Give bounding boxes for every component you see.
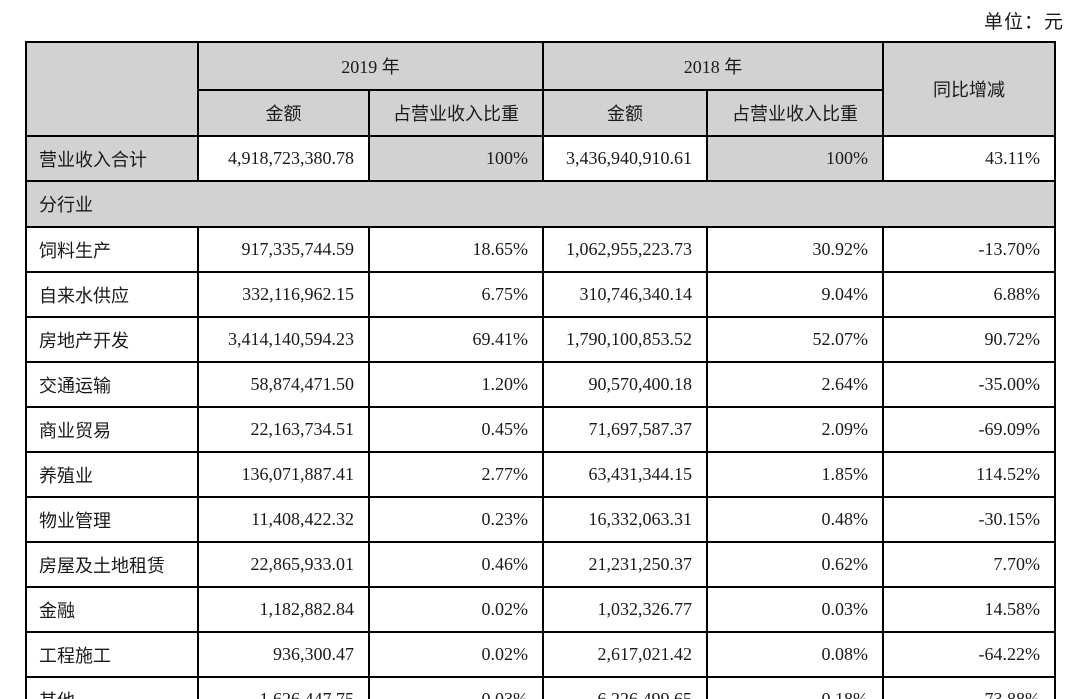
- amount-2019: 917,335,744.59: [197, 226, 370, 273]
- amount-2018: 310,746,340.14: [542, 271, 708, 318]
- yoy-change: -69.09%: [882, 406, 1056, 453]
- row-label: 其他: [25, 676, 199, 699]
- amount-2018: 71,697,587.37: [542, 406, 708, 453]
- share-2019: 6.75%: [368, 271, 544, 318]
- total-row: 营业收入合计 4,918,723,380.78 100% 3,436,940,9…: [25, 135, 1056, 182]
- share-2019: 100%: [368, 135, 544, 182]
- amount-2019: 4,918,723,380.78: [197, 135, 370, 182]
- table-row: 交通运输 58,874,471.50 1.20% 90,570,400.18 2…: [25, 361, 1056, 408]
- amount-2018: 1,062,955,223.73: [542, 226, 708, 273]
- amount-2018: 2,617,021.42: [542, 631, 708, 678]
- row-label: 营业收入合计: [25, 135, 199, 182]
- amount-2018: 16,332,063.31: [542, 496, 708, 543]
- amount-2019: 136,071,887.41: [197, 451, 370, 498]
- row-label: 房屋及土地租赁: [25, 541, 199, 588]
- row-label: 工程施工: [25, 631, 199, 678]
- share-2018: 1.85%: [706, 451, 884, 498]
- amount-2019: 3,414,140,594.23: [197, 316, 370, 363]
- unit-label: 单位：元: [983, 12, 1064, 33]
- amount-2019: 936,300.47: [197, 631, 370, 678]
- share-2019: 0.46%: [368, 541, 544, 588]
- yoy-change: -73.88%: [882, 676, 1056, 699]
- amount-2019: 1,626,447.75: [197, 676, 370, 699]
- row-label: 商业贸易: [25, 406, 199, 453]
- share-2018: 100%: [706, 135, 884, 182]
- amount-2019: 58,874,471.50: [197, 361, 370, 408]
- amount-2018: 3,436,940,910.61: [542, 135, 708, 182]
- table-row: 其他 1,626,447.75 0.03% 6,226,499.65 0.18%…: [25, 676, 1056, 699]
- yoy-change: 114.52%: [882, 451, 1056, 498]
- amount-2019: 1,182,882.84: [197, 586, 370, 633]
- share-2019-header: 占营业收入比重: [368, 89, 544, 137]
- yoy-change: 7.70%: [882, 541, 1056, 588]
- table-row: 物业管理 11,408,422.32 0.23% 16,332,063.31 0…: [25, 496, 1056, 543]
- share-2018: 0.48%: [706, 496, 884, 543]
- share-2019: 0.02%: [368, 586, 544, 633]
- yoy-change: 6.88%: [882, 271, 1056, 318]
- share-2019: 0.03%: [368, 676, 544, 699]
- amount-2019-header: 金额: [197, 89, 370, 137]
- share-2018: 2.64%: [706, 361, 884, 408]
- amount-2018: 63,431,344.15: [542, 451, 708, 498]
- amount-2018: 1,032,326.77: [542, 586, 708, 633]
- row-label: 养殖业: [25, 451, 199, 498]
- row-label: 金融: [25, 586, 199, 633]
- table-row: 商业贸易 22,163,734.51 0.45% 71,697,587.37 2…: [25, 406, 1056, 453]
- yoy-change: 14.58%: [882, 586, 1056, 633]
- table-row: 自来水供应 332,116,962.15 6.75% 310,746,340.1…: [25, 271, 1056, 318]
- share-2018: 9.04%: [706, 271, 884, 318]
- amount-2019: 22,163,734.51: [197, 406, 370, 453]
- yoy-change: -64.22%: [882, 631, 1056, 678]
- table-row: 金融 1,182,882.84 0.02% 1,032,326.77 0.03%…: [25, 586, 1056, 633]
- year-2018-header: 2018 年: [542, 41, 884, 91]
- table-row: 工程施工 936,300.47 0.02% 2,617,021.42 0.08%…: [25, 631, 1056, 678]
- amount-2019: 22,865,933.01: [197, 541, 370, 588]
- yoy-change: -35.00%: [882, 361, 1056, 408]
- amount-2018: 21,231,250.37: [542, 541, 708, 588]
- yoy-change: -13.70%: [882, 226, 1056, 273]
- amount-2019: 332,116,962.15: [197, 271, 370, 318]
- row-label: 交通运输: [25, 361, 199, 408]
- table-row: 饲料生产 917,335,744.59 18.65% 1,062,955,223…: [25, 226, 1056, 273]
- share-2019: 1.20%: [368, 361, 544, 408]
- amount-2019: 11,408,422.32: [197, 496, 370, 543]
- revenue-by-industry-table: 2019 年 2018 年 同比增减 金额 占营业收入比重 金额 占营业收入比重…: [25, 41, 1056, 699]
- amount-2018: 90,570,400.18: [542, 361, 708, 408]
- row-label: 自来水供应: [25, 271, 199, 318]
- yoy-change: 43.11%: [882, 135, 1056, 182]
- year-2019-header: 2019 年: [197, 41, 544, 91]
- header-row-years: 2019 年 2018 年 同比增减: [25, 41, 1056, 137]
- table-row: 房屋及土地租赁 22,865,933.01 0.46% 21,231,250.3…: [25, 541, 1056, 588]
- section-row-industry: 分行业: [25, 180, 1056, 228]
- row-label: 房地产开发: [25, 316, 199, 363]
- share-2019: 69.41%: [368, 316, 544, 363]
- share-2018: 2.09%: [706, 406, 884, 453]
- share-2018: 0.18%: [706, 676, 884, 699]
- share-2018: 0.03%: [706, 586, 884, 633]
- share-2019: 0.45%: [368, 406, 544, 453]
- amount-2018: 6,226,499.65: [542, 676, 708, 699]
- amount-2018: 1,790,100,853.52: [542, 316, 708, 363]
- share-2018: 30.92%: [706, 226, 884, 273]
- corner-header-cell: [25, 41, 199, 137]
- row-label: 饲料生产: [25, 226, 199, 273]
- share-2018: 52.07%: [706, 316, 884, 363]
- yoy-header: 同比增减: [882, 41, 1056, 137]
- yoy-change: 90.72%: [882, 316, 1056, 363]
- header-row-metrics: 金额 占营业收入比重 金额 占营业收入比重: [26, 89, 1055, 137]
- section-label: 分行业: [25, 180, 1056, 228]
- yoy-change: -30.15%: [882, 496, 1056, 543]
- amount-2018-header: 金额: [542, 89, 708, 137]
- share-2018: 0.62%: [706, 541, 884, 588]
- share-2019: 18.65%: [368, 226, 544, 273]
- share-2018: 0.08%: [706, 631, 884, 678]
- table-row: 养殖业 136,071,887.41 2.77% 63,431,344.15 1…: [25, 451, 1056, 498]
- share-2019: 2.77%: [368, 451, 544, 498]
- share-2019: 0.23%: [368, 496, 544, 543]
- share-2018-header: 占营业收入比重: [706, 89, 884, 137]
- share-2019: 0.02%: [368, 631, 544, 678]
- table-row: 房地产开发 3,414,140,594.23 69.41% 1,790,100,…: [25, 316, 1056, 363]
- row-label: 物业管理: [25, 496, 199, 543]
